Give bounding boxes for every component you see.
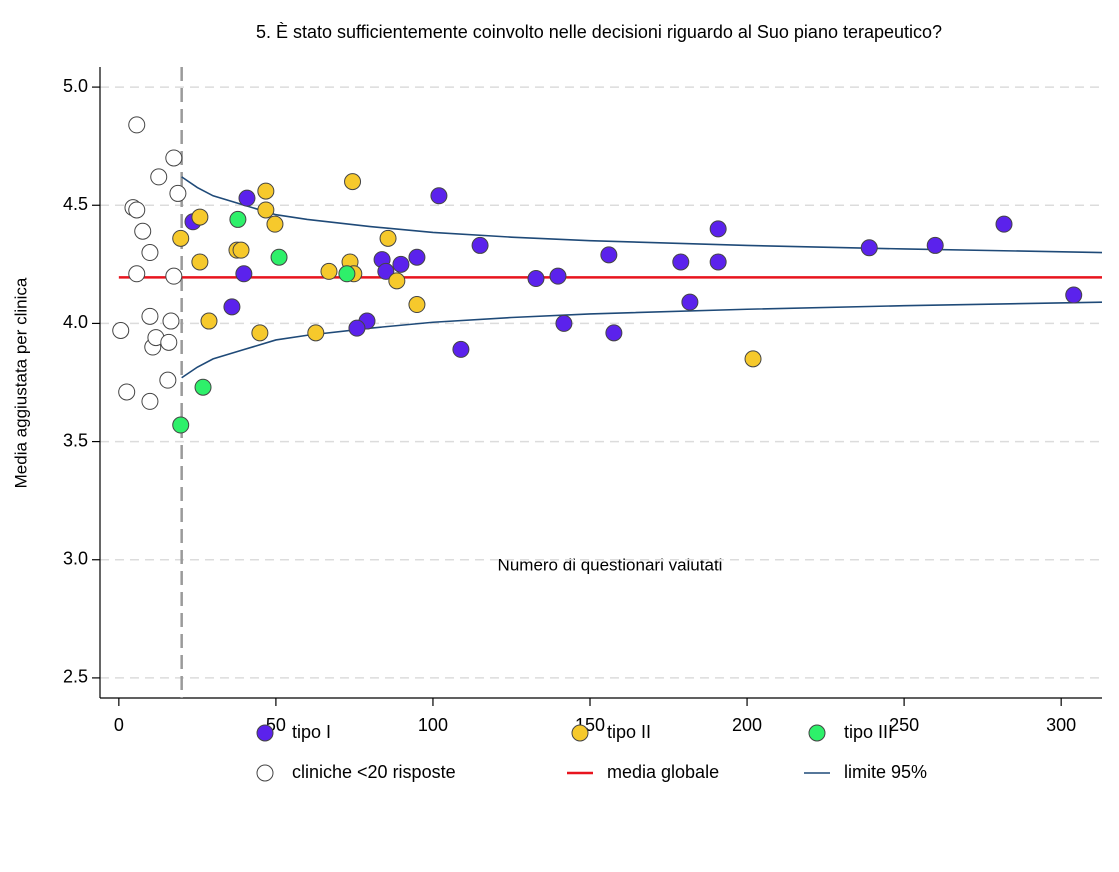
point	[191, 208, 209, 226]
point	[709, 253, 727, 271]
point	[134, 222, 152, 240]
point	[165, 149, 183, 167]
point	[320, 262, 338, 280]
point	[471, 236, 489, 254]
legend-label: cliniche <20 risposte	[292, 762, 456, 782]
point	[235, 265, 253, 283]
point	[344, 173, 362, 191]
point	[169, 184, 187, 202]
point	[995, 215, 1013, 233]
point	[172, 416, 190, 434]
point	[162, 312, 180, 330]
point	[605, 324, 623, 342]
legend-label: tipo I	[292, 722, 331, 742]
point	[377, 262, 395, 280]
point	[549, 267, 567, 285]
x-axis-label: Numero di questionari valutati	[498, 555, 723, 574]
x-tick-label: 0	[114, 715, 124, 735]
point	[232, 241, 250, 259]
point	[926, 236, 944, 254]
y-tick-label: 4.0	[63, 312, 88, 332]
point	[128, 265, 146, 283]
legend-label: tipo III	[844, 722, 893, 742]
point	[527, 270, 545, 288]
point	[194, 378, 212, 396]
point	[392, 255, 410, 273]
point	[348, 319, 366, 337]
point	[270, 248, 288, 266]
point	[257, 201, 275, 219]
point	[307, 324, 325, 342]
point	[600, 246, 618, 264]
point	[709, 220, 727, 238]
point	[172, 229, 190, 247]
point	[141, 392, 159, 410]
point	[128, 201, 146, 219]
chart-title: 5. È stato sufficientemente coinvolto ne…	[256, 22, 942, 42]
point	[408, 296, 426, 314]
point	[338, 265, 356, 283]
point	[223, 298, 241, 316]
point	[388, 272, 406, 290]
x-tick-label: 200	[732, 715, 762, 735]
y-tick-label: 3.5	[63, 430, 88, 450]
point	[430, 187, 448, 205]
point	[266, 215, 284, 233]
point	[165, 267, 183, 285]
y-axis-label: Media aggiustata per clinica	[11, 277, 30, 488]
y-tick-label: 4.5	[63, 194, 88, 214]
legend-label: media globale	[607, 762, 719, 782]
point	[141, 244, 159, 262]
point	[681, 293, 699, 311]
point	[452, 340, 470, 358]
x-tick-label: 250	[889, 715, 919, 735]
point	[128, 116, 146, 134]
point	[238, 189, 256, 207]
point	[251, 324, 269, 342]
point	[150, 168, 168, 186]
point	[112, 322, 130, 340]
legend-marker	[256, 724, 274, 742]
point	[191, 253, 209, 271]
legend-marker	[571, 724, 589, 742]
point	[379, 229, 397, 247]
legend-label: limite 95%	[844, 762, 927, 782]
point	[555, 314, 573, 332]
y-tick-label: 2.5	[63, 667, 88, 687]
legend-marker	[808, 724, 826, 742]
x-tick-label: 300	[1046, 715, 1076, 735]
point	[744, 350, 762, 368]
point	[200, 312, 218, 330]
point	[229, 210, 247, 228]
point	[408, 248, 426, 266]
point	[141, 307, 159, 325]
point	[672, 253, 690, 271]
point	[160, 333, 178, 351]
point	[1065, 286, 1083, 304]
point	[159, 371, 177, 389]
legend-marker	[256, 764, 274, 782]
point	[257, 182, 275, 200]
point	[118, 383, 136, 401]
y-tick-label: 3.0	[63, 548, 88, 568]
upper-limit	[181, 176, 1103, 254]
y-tick-label: 5.0	[63, 76, 88, 96]
point	[860, 239, 878, 257]
legend-label: tipo II	[607, 722, 651, 742]
x-tick-label: 100	[418, 715, 448, 735]
